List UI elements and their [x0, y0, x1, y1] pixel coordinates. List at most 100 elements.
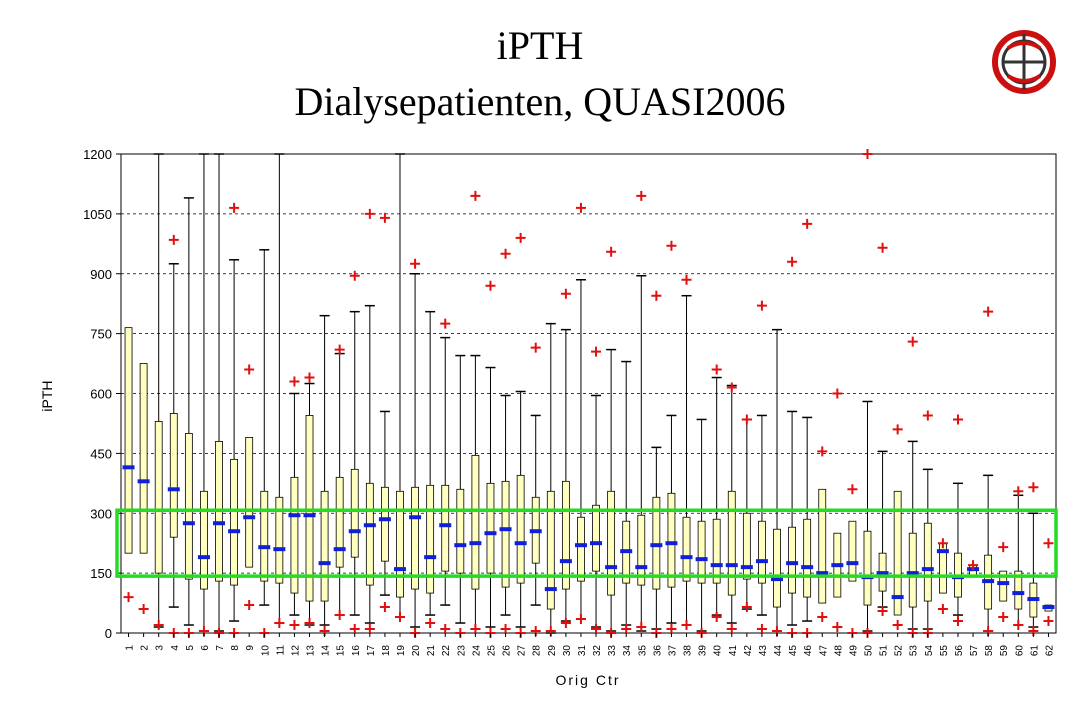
- outlier-point: [575, 202, 586, 213]
- x-tick-label: 14: [321, 645, 332, 657]
- outlier-point: [817, 612, 828, 623]
- outlier-point: [168, 234, 179, 245]
- x-tick-label: 33: [607, 645, 618, 657]
- median-mark: [348, 529, 361, 534]
- x-tick-label: 6: [200, 645, 211, 651]
- box: [803, 518, 812, 598]
- x-tick-label: 57: [969, 645, 980, 657]
- outlier-point: [952, 616, 963, 627]
- outlier-point: [1028, 482, 1039, 493]
- outlier-point: [425, 618, 436, 629]
- median-mark: [273, 547, 286, 552]
- x-tick-label: 40: [713, 645, 724, 657]
- x-tick-label: 42: [743, 645, 754, 657]
- median-mark: [650, 543, 663, 548]
- outlier-point: [440, 318, 451, 329]
- box-group: [288, 376, 301, 631]
- box-group: [620, 360, 633, 635]
- median-mark: [378, 517, 391, 522]
- box: [637, 514, 646, 586]
- outlier-point: [410, 258, 421, 269]
- box-group: [122, 327, 135, 603]
- median-mark: [831, 563, 844, 568]
- outlier-point: [334, 610, 345, 621]
- y-tick-label: 1200: [83, 147, 112, 162]
- box: [592, 504, 600, 572]
- box-group: [846, 484, 859, 638]
- box-group: [635, 190, 648, 633]
- median-mark: [318, 561, 331, 566]
- box: [577, 516, 585, 582]
- y-tick-label: 600: [90, 387, 112, 402]
- box-group: [725, 382, 738, 635]
- outlier-point: [289, 376, 300, 387]
- median-mark: [635, 565, 648, 570]
- box-group: [816, 446, 829, 623]
- box-group: [439, 318, 452, 635]
- median-mark: [288, 513, 301, 518]
- y-tick-label: 300: [90, 506, 112, 521]
- box-group: [484, 280, 497, 638]
- outlier-point: [756, 300, 767, 311]
- outlier-point: [726, 624, 737, 635]
- box: [682, 516, 691, 582]
- outlier-point: [681, 274, 692, 285]
- median-mark: [167, 487, 180, 492]
- median-mark: [393, 567, 406, 572]
- outlier-point: [274, 618, 285, 629]
- outlier-point: [636, 190, 647, 201]
- outlier-point: [877, 606, 888, 617]
- x-tick-label: 62: [1044, 645, 1055, 657]
- box: [320, 490, 329, 602]
- outlier-point: [741, 414, 752, 425]
- outlier-point: [937, 604, 948, 615]
- box-group: [605, 246, 618, 638]
- median-mark: [755, 559, 768, 564]
- box-group: [182, 197, 195, 638]
- outlier-point: [500, 624, 511, 635]
- x-tick-label: 28: [532, 645, 543, 657]
- median-mark: [740, 565, 753, 570]
- box: [426, 484, 435, 594]
- x-tick-label: 16: [351, 645, 362, 657]
- outlier-point: [138, 604, 149, 615]
- outlier-point: [711, 612, 722, 623]
- chart-title: iPTH: [496, 23, 584, 68]
- median-mark: [424, 555, 437, 560]
- outlier-point: [349, 270, 360, 281]
- box: [381, 486, 389, 562]
- x-tick-label: 10: [260, 645, 271, 657]
- x-tick-label: 7: [215, 645, 226, 651]
- box: [230, 458, 239, 586]
- x-tick-label: 1: [125, 645, 136, 651]
- outlier-point: [666, 624, 677, 635]
- box-group: [243, 364, 256, 611]
- outlier-point: [1013, 620, 1024, 631]
- outlier-point: [229, 202, 240, 213]
- box-group: [801, 218, 814, 638]
- median-mark: [333, 547, 346, 552]
- outlier-point: [998, 612, 1009, 623]
- x-tick-label: 49: [848, 645, 859, 657]
- outlier-point: [877, 242, 888, 253]
- outlier-point: [651, 290, 662, 301]
- box-group: [153, 153, 164, 631]
- median-mark: [303, 513, 316, 518]
- box-group: [590, 346, 603, 635]
- box: [863, 530, 872, 606]
- box-group: [982, 306, 995, 637]
- box-group: [454, 354, 467, 638]
- x-tick-label: 13: [306, 645, 317, 657]
- median-mark: [710, 563, 723, 568]
- x-tick-label: 51: [879, 645, 890, 657]
- box-group: [363, 208, 376, 635]
- box-group: [393, 153, 406, 623]
- x-axis-label: Orig Ctr: [556, 672, 621, 688]
- box: [1014, 570, 1023, 610]
- median-mark: [182, 521, 195, 526]
- outlier-point: [802, 218, 813, 229]
- x-tick-label: 50: [863, 645, 874, 657]
- x-tick-label: 31: [577, 645, 588, 657]
- outlier-point: [289, 620, 300, 631]
